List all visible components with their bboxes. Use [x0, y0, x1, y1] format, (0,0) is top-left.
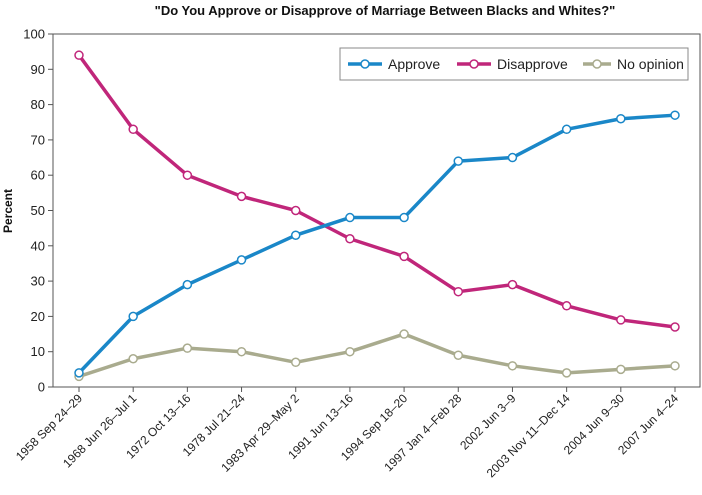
data-point-approve	[236, 255, 247, 265]
data-point-disapprove	[561, 301, 572, 311]
data-point-disapprove	[182, 170, 193, 180]
data-point-disapprove	[453, 286, 464, 297]
data-point-approve	[670, 110, 680, 120]
legend-label-disapprove: Disapprove	[497, 56, 568, 72]
data-point-approve	[561, 124, 572, 135]
data-point-no-opinion	[345, 346, 355, 357]
legend-box	[339, 47, 689, 81]
data-point-no-opinion	[507, 361, 518, 371]
legend-marker-no-opinion	[592, 59, 602, 69]
legend-label-approve: Approve	[388, 56, 440, 72]
y-tick-label: 60	[31, 168, 45, 183]
data-point-approve	[128, 311, 138, 322]
data-point-approve	[182, 279, 193, 290]
legend-marker-disapprove	[469, 59, 479, 69]
y-tick-label: 80	[31, 97, 45, 112]
data-point-disapprove	[74, 50, 84, 60]
series-lines	[74, 50, 680, 382]
data-point-disapprove	[670, 322, 680, 332]
legend: Approve Disapprove No opinion	[339, 47, 689, 81]
data-point-no-opinion	[236, 346, 247, 357]
y-axis-label: Percent	[1, 189, 15, 233]
data-point-no-opinion	[399, 329, 409, 339]
data-point-approve	[345, 212, 355, 223]
y-tick-label: 90	[31, 62, 45, 77]
data-point-disapprove	[507, 279, 518, 290]
data-point-approve	[290, 230, 301, 240]
chart-title: "Do You Approve or Disapprove of Marriag…	[155, 3, 616, 18]
data-point-no-opinion	[561, 368, 572, 378]
y-tick-label: 20	[31, 309, 45, 324]
data-point-no-opinion	[616, 364, 626, 375]
data-point-approve	[74, 368, 84, 378]
data-point-disapprove	[399, 251, 409, 262]
data-point-no-opinion	[182, 343, 193, 353]
data-point-no-opinion	[670, 361, 680, 371]
data-point-no-opinion	[290, 357, 301, 368]
y-tick-label: 0	[38, 380, 45, 395]
y-tick-label: 40	[31, 238, 45, 253]
data-point-no-opinion	[453, 350, 464, 360]
data-point-disapprove	[616, 315, 626, 325]
y-tick-label: 100	[23, 27, 45, 42]
y-tick-label: 10	[31, 344, 45, 359]
y-tick-label: 30	[31, 274, 45, 289]
data-point-approve	[507, 152, 518, 163]
y-tick-label: 50	[31, 203, 45, 218]
plot-area	[52, 33, 701, 388]
data-point-approve	[399, 212, 409, 223]
y-tick-label: 70	[31, 132, 45, 147]
data-point-approve	[616, 113, 626, 124]
data-point-disapprove	[128, 124, 138, 135]
series-line-no-opinion	[77, 332, 677, 379]
data-point-disapprove	[345, 233, 355, 244]
data-point-disapprove	[236, 191, 247, 202]
data-point-disapprove	[290, 205, 301, 216]
legend-marker-approve	[360, 59, 370, 69]
legend-label-no-opinion: No opinion	[617, 56, 684, 72]
data-point-no-opinion	[128, 354, 138, 364]
series-line-approve	[77, 113, 677, 375]
series-line-disapprove	[77, 53, 677, 329]
y-axis: 0 10 20 30 40 50 60 70 80 90 100	[23, 27, 53, 395]
data-point-approve	[453, 156, 464, 166]
